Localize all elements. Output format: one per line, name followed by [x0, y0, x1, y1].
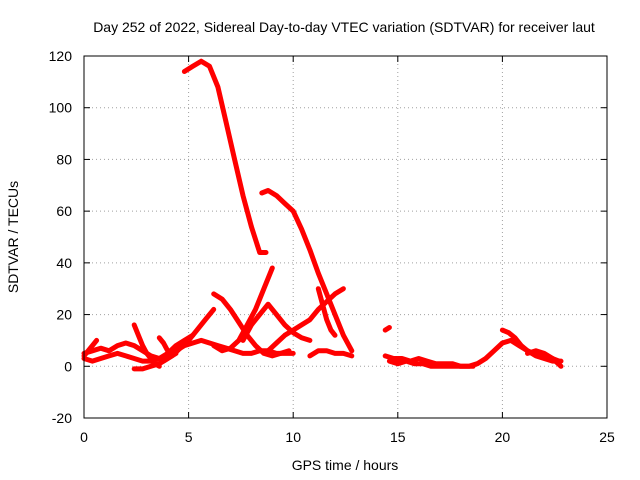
x-tick-label: 10: [285, 429, 301, 445]
axis-ticks: 0 5 10 15 20 25 -20 0 20 40 60 80 100 120: [49, 48, 615, 445]
series-arc-late-low: [307, 348, 355, 359]
y-tick-label: 20: [56, 307, 72, 323]
y-tick-label: 80: [56, 151, 72, 167]
series-arc-base-6: [156, 335, 175, 359]
series-arc-small-1: [382, 325, 392, 333]
series-arc-rising-2: [265, 286, 346, 354]
y-tick-label: -20: [52, 410, 72, 426]
plot-frame: [83, 55, 608, 419]
series-arc-base-3: [81, 337, 100, 359]
y-tick-label: 40: [56, 255, 72, 271]
series-arc-base-2: [81, 332, 196, 361]
series-arc-base-1: [81, 337, 296, 364]
y-tick-label: 0: [64, 358, 72, 374]
series-arc-bump-2: [240, 301, 313, 343]
y-axis-label: SDTVAR / TECUs: [5, 181, 21, 293]
series-arc-base-5: [131, 350, 179, 372]
x-axis-label: GPS time / hours: [292, 457, 399, 473]
x-tick-label: 15: [390, 429, 406, 445]
series-arc-bump-3: [315, 286, 338, 338]
x-tick-label: 0: [80, 429, 88, 445]
x-tick-label: 25: [599, 429, 615, 445]
series-arc-second-peak: [259, 188, 355, 354]
grid: [84, 56, 607, 418]
y-tick-label: 60: [56, 203, 72, 219]
series-layer: [81, 58, 564, 372]
series-arc-high-peak: [181, 58, 269, 255]
chart-title: Day 252 of 2022, Sidereal Day-to-day VTE…: [93, 19, 595, 35]
series-arc-night-4: [525, 348, 564, 369]
x-tick-label: 5: [185, 429, 193, 445]
y-tick-label: 100: [49, 100, 73, 116]
series-arc-night-2: [386, 358, 476, 369]
x-tick-label: 20: [495, 429, 511, 445]
y-tick-label: 120: [49, 48, 73, 64]
